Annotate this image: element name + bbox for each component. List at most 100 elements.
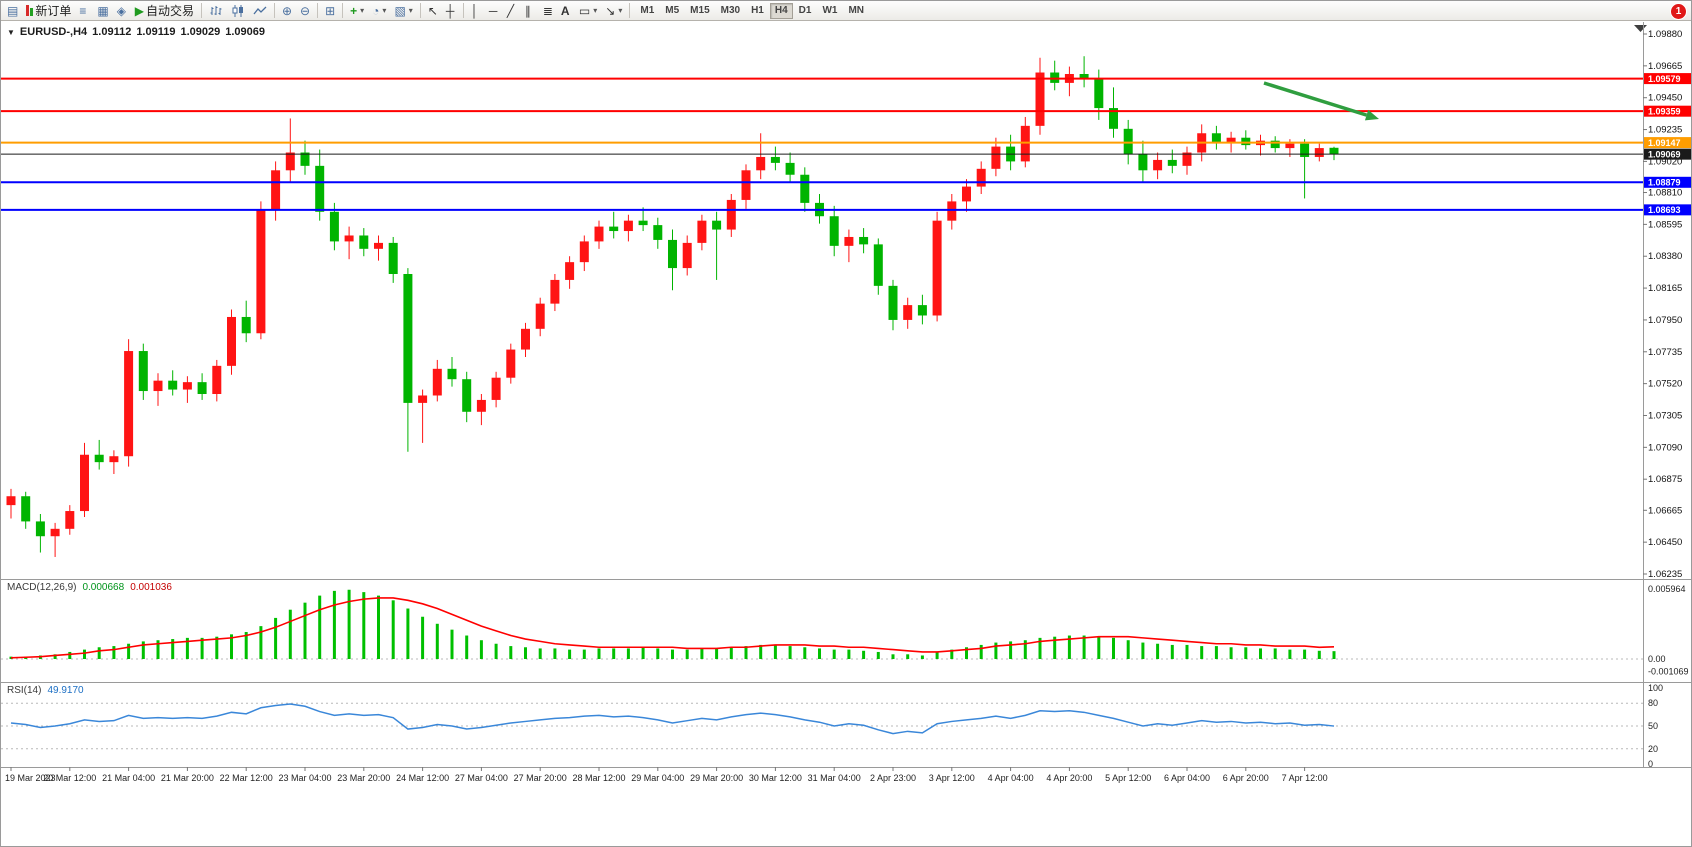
price-axis[interactable]: 1.09880 1.09665 1.09450 1.09235 1.09020 1.088… bbox=[1643, 29, 1689, 769]
candle bbox=[653, 225, 663, 240]
timeframe-M5[interactable]: M5 bbox=[660, 3, 684, 19]
candle bbox=[1270, 140, 1280, 149]
toolbar-separator bbox=[419, 3, 421, 18]
candle bbox=[1285, 143, 1295, 149]
autotrade-button[interactable]: ▶ 自动交易 bbox=[131, 2, 198, 20]
candle bbox=[888, 285, 898, 320]
candle bbox=[388, 242, 398, 275]
candle bbox=[344, 235, 354, 242]
trendline-icon: ╱ bbox=[506, 3, 515, 18]
timeframe-W1[interactable]: W1 bbox=[817, 3, 842, 19]
bar-chart-button[interactable] bbox=[205, 2, 227, 20]
candle bbox=[873, 244, 883, 286]
periods-button[interactable]: ◔ ▾ bbox=[368, 2, 390, 20]
candle bbox=[962, 186, 971, 202]
time-axis-label: 27 Mar 04:00 bbox=[455, 773, 508, 783]
chart-window-button[interactable]: ▤ bbox=[3, 2, 22, 20]
candle bbox=[609, 226, 619, 232]
navigator-button[interactable]: ◈ bbox=[113, 2, 131, 20]
chevron-down-icon: ▾ bbox=[618, 6, 623, 15]
macd-axis-label: 0.00 bbox=[1648, 654, 1666, 664]
candle bbox=[535, 303, 545, 329]
candle bbox=[594, 226, 604, 242]
candlestick-chart-icon bbox=[232, 4, 243, 17]
candle bbox=[109, 456, 119, 463]
cursor-button[interactable]: ↖ bbox=[424, 2, 442, 20]
zoom-out-button[interactable]: ⊖ bbox=[296, 2, 314, 20]
vertical-line-button[interactable]: │ bbox=[467, 2, 485, 20]
timeframe-H4[interactable]: H4 bbox=[769, 2, 793, 19]
candle bbox=[844, 236, 854, 246]
quote-close: 1.09069 bbox=[225, 26, 265, 38]
tile-windows-button[interactable]: ⊞ bbox=[321, 2, 339, 20]
candle bbox=[329, 211, 339, 242]
candle bbox=[521, 328, 530, 350]
channel-button[interactable]: ∥ bbox=[521, 2, 539, 20]
template-button[interactable]: ▧ ▾ bbox=[390, 2, 416, 20]
rsi-axis-label: 0 bbox=[1648, 759, 1653, 769]
price-axis-label: 1.06235 bbox=[1648, 569, 1682, 580]
time-axis-label: 20 Mar 12:00 bbox=[43, 773, 96, 783]
chevron-down-icon: ▾ bbox=[382, 6, 387, 15]
candle bbox=[712, 220, 722, 230]
vertical-line-icon: │ bbox=[470, 3, 479, 18]
macd-signal-value: 0.001036 bbox=[130, 582, 172, 593]
timeframe-M1[interactable]: M1 bbox=[635, 3, 659, 19]
candlestick-chart-button[interactable] bbox=[227, 2, 249, 20]
rsi-value: 49.9170 bbox=[47, 685, 84, 696]
trend-arrow-annotation[interactable] bbox=[1263, 81, 1379, 121]
new-order-button[interactable]: 新订单 bbox=[22, 2, 75, 20]
fibonacci-button[interactable]: ≣ bbox=[539, 2, 557, 20]
candle bbox=[476, 399, 486, 412]
arrows-tool-button[interactable]: ↘ ▾ bbox=[601, 2, 626, 20]
notification-badge[interactable]: 1 bbox=[1670, 3, 1687, 20]
market-watch-button[interactable]: ≡ bbox=[75, 2, 93, 20]
horizontal-line-button[interactable]: ─ bbox=[485, 2, 503, 20]
candle bbox=[50, 528, 60, 537]
line-chart-button[interactable] bbox=[249, 2, 271, 20]
candle bbox=[168, 380, 178, 390]
candle bbox=[1182, 152, 1192, 166]
macd-name: MACD(12,26,9) bbox=[7, 582, 77, 593]
candle bbox=[359, 235, 369, 249]
price-axis-label: 1.09450 bbox=[1648, 93, 1682, 104]
toolbar-separator bbox=[200, 3, 202, 18]
text-tool-button[interactable]: A bbox=[557, 2, 575, 20]
candle bbox=[300, 152, 310, 166]
candle bbox=[1138, 154, 1148, 171]
price-tag: 1.08693 bbox=[1644, 204, 1691, 216]
price-axis-label: 1.08165 bbox=[1648, 283, 1682, 294]
candle bbox=[565, 262, 575, 280]
trendline-button[interactable]: ╱ bbox=[503, 2, 521, 20]
timeframe-M15[interactable]: M15 bbox=[685, 3, 714, 19]
time-axis-label: 2 Apr 23:00 bbox=[870, 773, 916, 783]
timeframe-MN[interactable]: MN bbox=[843, 3, 869, 19]
shapes-button[interactable]: ▭ ▾ bbox=[575, 2, 601, 20]
crosshair-button[interactable]: ┼ bbox=[442, 2, 460, 20]
timeframe-D1[interactable]: D1 bbox=[794, 3, 817, 19]
rsi-axis-label: 100 bbox=[1648, 683, 1663, 693]
timeframe-H1[interactable]: H1 bbox=[746, 3, 769, 19]
candle bbox=[315, 165, 325, 212]
candle bbox=[859, 236, 869, 245]
candle bbox=[94, 454, 104, 463]
candle bbox=[756, 156, 766, 171]
candle bbox=[917, 305, 927, 316]
candle bbox=[285, 152, 295, 171]
time-axis-label: 24 Mar 12:00 bbox=[396, 773, 449, 783]
timeframe-M30[interactable]: M30 bbox=[716, 3, 745, 19]
chevron-down-icon: ▾ bbox=[408, 6, 413, 15]
market-watch-icon: ≡ bbox=[79, 3, 87, 18]
data-window-button[interactable]: ▦ bbox=[93, 2, 112, 20]
oneclick-toggle-icon[interactable]: ▼ bbox=[7, 27, 15, 37]
indicators-button[interactable]: + ▾ bbox=[346, 2, 368, 20]
candle bbox=[668, 239, 677, 269]
time-axis-label: 29 Mar 04:00 bbox=[631, 773, 684, 783]
time-axis-label: 3 Apr 12:00 bbox=[929, 773, 975, 783]
cursor-icon: ↖ bbox=[427, 3, 438, 18]
time-axis-label: 28 Mar 12:00 bbox=[572, 773, 625, 783]
time-axis-label: 27 Mar 20:00 bbox=[514, 773, 567, 783]
zoom-in-button[interactable]: ⊕ bbox=[278, 2, 296, 20]
